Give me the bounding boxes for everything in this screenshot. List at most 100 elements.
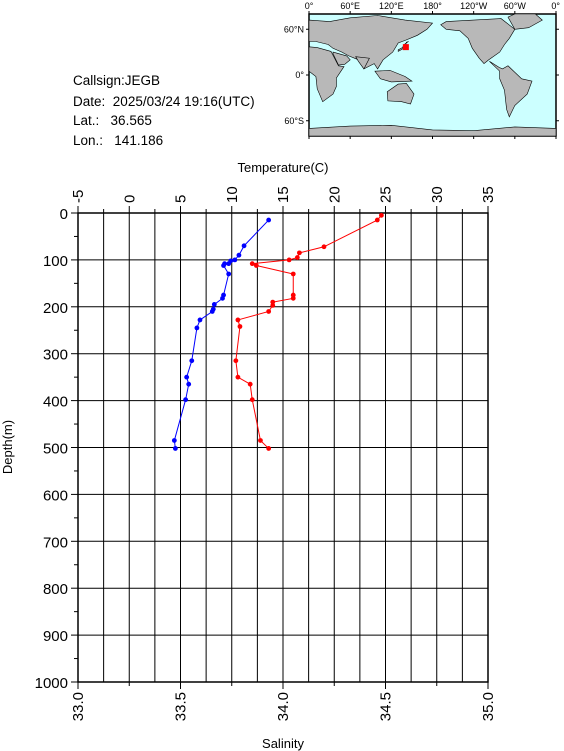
lon-label: Lon.:: [73, 133, 104, 148]
temperature-series: [171, 217, 272, 451]
salinity-tick-label: 35.0: [480, 692, 497, 721]
salinity-point: [266, 309, 272, 314]
temperature-point: [183, 397, 189, 403]
salinity-point: [290, 295, 296, 301]
lon-line: Lon.: 141.186: [73, 133, 163, 149]
temperature-point: [197, 317, 203, 323]
depth-tick-label: 0: [60, 206, 68, 223]
landmass: [332, 51, 351, 66]
lat-line: Lat.: 36.565: [73, 113, 152, 129]
axis-ticks: [71, 206, 489, 689]
temperature-tick-label: 35: [480, 186, 497, 203]
temperature-axis-label: Temperature(C): [237, 160, 328, 175]
temperature-point: [266, 217, 272, 223]
temperature-point: [228, 258, 234, 264]
temperature-tick-label: 5: [173, 195, 190, 203]
salinity-tick-label: 33.0: [70, 692, 87, 721]
salinity-point: [270, 299, 276, 305]
salinity-tick-labels: 33.0 33.5 34.0 34.5 35.0: [70, 692, 497, 721]
temperature-point: [211, 302, 217, 307]
station-marker: [402, 44, 409, 51]
callsign-label: Callsign:: [73, 73, 125, 88]
temperature-tick-label: 30: [429, 186, 446, 203]
salinity-tick-label: 34.0: [275, 692, 292, 721]
temperature-point: [221, 263, 226, 268]
map-longitude-label: 60°E: [340, 1, 360, 11]
temperature-point: [172, 446, 178, 451]
salinity-point: [297, 250, 302, 256]
landmass: [489, 61, 533, 118]
temperature-point: [220, 295, 225, 301]
temperature-point: [232, 257, 238, 263]
salinity-point: [253, 263, 259, 268]
salinity-point: [258, 438, 263, 443]
landmass: [308, 46, 345, 103]
lat-label: Lat.:: [73, 113, 100, 128]
salinity-point: [247, 381, 253, 387]
temperature-point: [241, 243, 247, 249]
grid: [78, 213, 488, 682]
temperature-tick-label: 10: [224, 186, 241, 203]
map-longitude-label: 120°W: [460, 1, 488, 11]
salinity-point: [270, 302, 276, 308]
temperature-tick-label: 20: [326, 186, 343, 203]
temperature-point: [186, 381, 192, 387]
temperature-tick-label: 0: [121, 195, 138, 203]
depth-tick-label: 900: [43, 628, 68, 645]
temperature-point: [226, 261, 232, 267]
date-value: 2025/03/24 19:16(UTC): [112, 94, 255, 109]
temperature-point: [189, 358, 195, 364]
salinity-point: [286, 257, 292, 263]
depth-tick-label: 300: [43, 347, 68, 364]
depth-tick-label: 500: [43, 441, 68, 458]
map-longitude-label: 0°: [551, 1, 560, 11]
salinity-point: [374, 217, 380, 223]
depth-tick-label: 400: [43, 394, 68, 411]
salinity-point: [235, 374, 241, 380]
salinity-point: [294, 255, 300, 260]
salinity-point: [379, 212, 384, 218]
temperature-point: [194, 325, 200, 331]
depth-tick-labels: 0 100 200 300 400 500 600 700 800 900 1000: [35, 206, 68, 692]
temperature-point: [236, 252, 242, 258]
map-ticks: [306, 11, 559, 139]
callsign-line: Callsign:JEGB: [73, 73, 160, 89]
salinity-point: [290, 292, 296, 298]
temperature-tick-label: 15: [275, 186, 292, 203]
landmass: [440, 18, 516, 65]
temperature-point: [221, 292, 226, 298]
map-land: [308, 13, 557, 137]
salinity-tick-label: 34.5: [378, 692, 395, 721]
landmass: [386, 83, 415, 105]
map-longitude-label: 180°: [423, 1, 442, 11]
salinity-point: [249, 261, 255, 267]
temperature-tick-label: 25: [378, 186, 395, 203]
series-layer: [171, 212, 384, 451]
salinity-point: [249, 397, 255, 403]
depth-tick-label: 700: [43, 534, 68, 551]
callsign-value: JEGB: [124, 73, 161, 88]
depth-tick-label: 800: [43, 581, 68, 598]
lon-value: 141.186: [114, 133, 164, 148]
landmass: [355, 56, 370, 70]
date-label: Date:: [73, 94, 106, 109]
station-marker-square: [402, 44, 409, 51]
temperature-tick-label: -5: [70, 190, 87, 203]
map-latitude-label: 60°N: [284, 24, 304, 34]
salinity-line: [235, 215, 382, 449]
salinity-series: [233, 212, 384, 451]
temperature-point: [210, 306, 216, 312]
salinity-point: [266, 446, 272, 451]
map-longitude-label: 0°: [305, 1, 314, 11]
lat-value: 36.565: [110, 113, 152, 128]
depth-axis-label: Depth(m): [0, 420, 15, 474]
map-latitude-label: 0°: [295, 70, 304, 80]
salinity-point: [235, 317, 241, 323]
salinity-point: [321, 244, 327, 250]
temperature-point: [222, 261, 227, 267]
salinity-point: [237, 324, 243, 329]
map-longitude-label: 120°E: [379, 1, 404, 11]
salinity-point: [290, 271, 296, 277]
map-top-labels: 0° 60°E 120°E 180° 120°W 60°W 0°: [305, 1, 561, 11]
temperature-tick-labels: -5 0 5 10 15 20 25 30 35: [70, 186, 497, 203]
